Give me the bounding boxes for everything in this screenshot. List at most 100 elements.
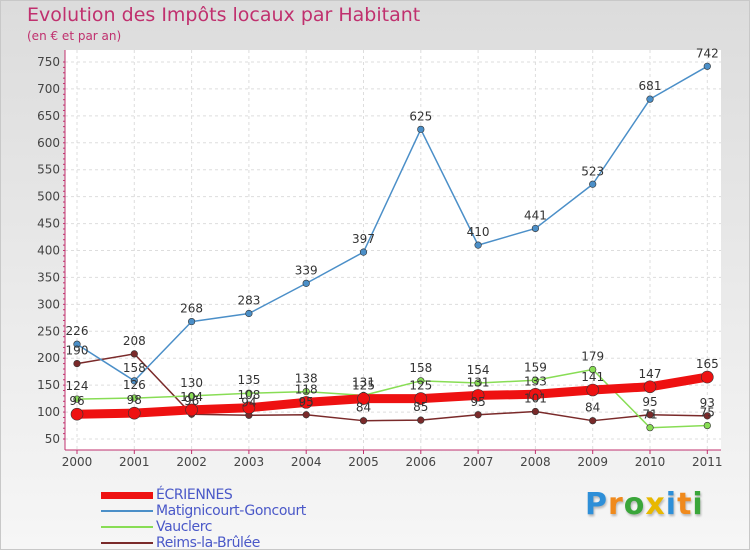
data-label: 84 xyxy=(585,401,600,415)
x-tick-label: 2003 xyxy=(234,455,265,469)
data-label: 131 xyxy=(352,375,375,389)
data-point xyxy=(245,309,253,318)
data-point xyxy=(130,394,138,402)
x-tick-label: 2009 xyxy=(577,455,608,469)
legend-swatch-ecriennes xyxy=(101,492,153,499)
data-label: 625 xyxy=(409,109,432,123)
y-tick-label: 100 xyxy=(37,405,60,419)
data-label: 138 xyxy=(295,372,318,386)
x-tick-label: 2002 xyxy=(176,455,207,469)
y-tick-label: 50 xyxy=(45,432,60,446)
data-point xyxy=(703,412,711,420)
data-point xyxy=(531,224,540,233)
x-tick-label: 2006 xyxy=(406,455,437,469)
data-point xyxy=(474,241,482,249)
data-label: 158 xyxy=(123,361,146,375)
legend-item-vauclerc: Vauclerc xyxy=(101,519,421,535)
data-point xyxy=(417,125,425,133)
data-label: 133 xyxy=(524,374,547,388)
y-tick-label: 300 xyxy=(37,297,60,311)
data-point xyxy=(531,376,540,384)
data-label: 190 xyxy=(66,344,89,358)
data-point xyxy=(357,392,370,405)
data-point xyxy=(474,379,482,387)
data-point xyxy=(359,248,368,256)
data-point xyxy=(359,417,368,425)
legend-label: Vauclerc xyxy=(156,519,213,535)
y-tick-label: 400 xyxy=(37,244,60,258)
data-label: 131 xyxy=(467,375,490,389)
data-point xyxy=(130,377,138,385)
data-point xyxy=(414,392,428,405)
y-tick-label: 550 xyxy=(37,163,60,177)
data-point xyxy=(73,360,81,368)
data-point xyxy=(242,401,256,415)
x-tick-label: 2011 xyxy=(692,455,723,469)
series-line-3 xyxy=(76,353,709,422)
data-label: 96 xyxy=(69,394,84,408)
legend-item-matignicourt: Matignicourt-Goncourt xyxy=(101,503,421,519)
y-tick-label: 250 xyxy=(37,324,60,338)
data-point xyxy=(185,403,198,417)
data-point xyxy=(643,380,657,394)
data-point xyxy=(646,411,654,419)
data-point xyxy=(130,350,138,358)
logo-letter: P xyxy=(585,487,608,522)
chart-subtitle: (en € et par an) xyxy=(27,29,122,43)
data-point xyxy=(417,416,425,424)
data-label: 118 xyxy=(295,382,318,396)
x-tick-label: 2000 xyxy=(62,455,93,469)
data-label: 226 xyxy=(66,324,89,338)
data-point xyxy=(646,424,654,432)
logo-letter: r xyxy=(608,487,624,522)
y-tick-label: 600 xyxy=(37,136,60,150)
legend-swatch-vauclerc xyxy=(101,526,153,528)
y-tick-label: 150 xyxy=(37,378,60,392)
proxiti-logo: Proxiti xyxy=(585,487,704,522)
logo-letter: t xyxy=(677,487,693,522)
data-label: 159 xyxy=(524,360,547,374)
y-tick-label: 350 xyxy=(37,270,60,284)
data-label: 397 xyxy=(352,232,375,246)
data-label: 125 xyxy=(409,379,432,393)
data-label: 141 xyxy=(581,370,604,384)
data-label: 125 xyxy=(352,379,375,393)
data-point xyxy=(417,377,425,385)
y-tick-label: 200 xyxy=(37,351,60,365)
data-label: 95 xyxy=(470,395,485,409)
data-label: 523 xyxy=(581,164,604,178)
x-tick-label: 2008 xyxy=(520,455,551,469)
data-label: 124 xyxy=(66,379,89,393)
data-point xyxy=(646,95,654,103)
data-label: 130 xyxy=(180,376,203,390)
data-label: 75 xyxy=(700,406,715,420)
data-label: 126 xyxy=(123,378,146,392)
legend-label: ÉCRIENNES xyxy=(156,487,233,503)
chart-title: Evolution des Impôts locaux par Habitant xyxy=(27,4,421,26)
data-label: 165 xyxy=(696,357,719,371)
data-label: 94 xyxy=(241,395,256,409)
logo-letter: i xyxy=(665,487,678,522)
data-point xyxy=(589,180,597,188)
data-label: 85 xyxy=(413,400,428,414)
data-point xyxy=(188,317,196,326)
data-label: 98 xyxy=(127,393,142,407)
data-point xyxy=(586,383,600,397)
data-point xyxy=(589,417,597,425)
x-tick-label: 2007 xyxy=(463,455,494,469)
legend-swatch-matignicourt xyxy=(101,510,153,512)
logo-letter: i xyxy=(692,487,704,522)
data-label: 95 xyxy=(299,395,314,409)
legend: ÉCRIENNES Matignicourt-Goncourt Vauclerc… xyxy=(101,487,421,551)
data-point xyxy=(128,406,141,420)
data-label: 268 xyxy=(180,302,203,316)
data-label: 108 xyxy=(237,388,260,402)
data-label: 96 xyxy=(184,394,199,408)
y-tick-label: 650 xyxy=(37,109,60,123)
data-label: 681 xyxy=(639,79,662,93)
data-point xyxy=(73,395,81,403)
y-tick-label: 750 xyxy=(37,55,60,69)
data-point xyxy=(302,388,310,396)
